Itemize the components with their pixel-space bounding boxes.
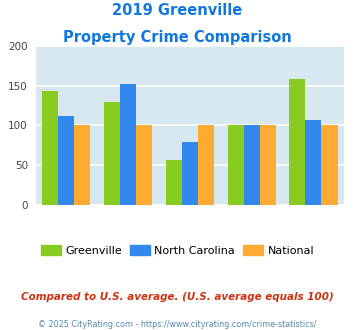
Bar xyxy=(136,125,152,205)
Text: Property Crime Comparison: Property Crime Comparison xyxy=(63,30,292,45)
Bar xyxy=(120,84,136,205)
Bar xyxy=(104,102,120,205)
Text: 2019 Greenville: 2019 Greenville xyxy=(113,3,242,18)
Bar xyxy=(182,142,198,205)
Bar xyxy=(42,91,58,205)
Bar xyxy=(305,120,322,205)
Legend: Greenville, North Carolina, National: Greenville, North Carolina, National xyxy=(37,240,318,260)
Bar xyxy=(166,160,182,205)
Bar xyxy=(75,125,91,205)
Text: © 2025 CityRating.com - https://www.cityrating.com/crime-statistics/: © 2025 CityRating.com - https://www.city… xyxy=(38,320,317,329)
Bar xyxy=(198,125,214,205)
Text: Compared to U.S. average. (U.S. average equals 100): Compared to U.S. average. (U.S. average … xyxy=(21,292,334,302)
Bar xyxy=(244,125,260,205)
Bar xyxy=(58,116,75,205)
Bar xyxy=(289,80,305,205)
Bar xyxy=(228,125,244,205)
Bar xyxy=(322,125,338,205)
Bar xyxy=(260,125,276,205)
